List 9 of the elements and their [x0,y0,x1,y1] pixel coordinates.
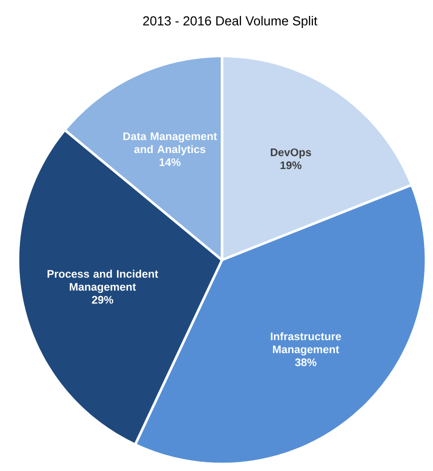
slice-label: Data Management and Analytics [123,132,217,156]
slice-label: DevOps [270,148,312,158]
data-label: 29% [92,296,114,304]
slice-label: Process and Incident Management [48,270,158,293]
data-label: 14% [160,158,181,166]
slice-label: Infrastructure Management [270,332,342,356]
chart-title: 2013 - 2016 Deal Volume Split [143,16,318,28]
data-label: 38% [295,358,316,366]
data-label: 19% [280,161,302,170]
